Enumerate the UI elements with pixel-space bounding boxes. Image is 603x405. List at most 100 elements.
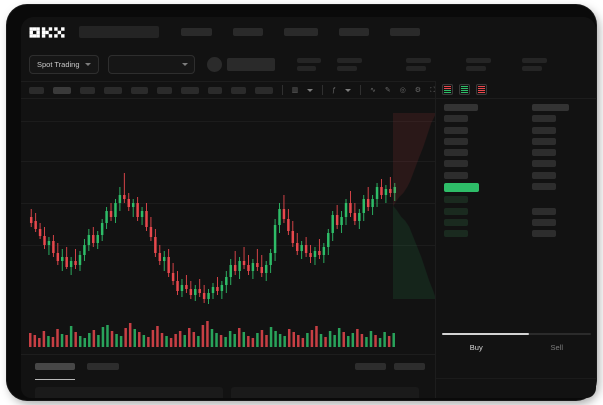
price-chart[interactable] (21, 99, 435, 304)
trade-form (436, 358, 596, 398)
both-icon[interactable] (442, 84, 453, 95)
interval-button-7[interactable] (207, 86, 223, 94)
interval-button-1[interactable] (52, 86, 72, 94)
volume-histogram (29, 321, 395, 347)
gridline (21, 245, 435, 246)
app-header (21, 17, 596, 47)
order-book-header (436, 104, 596, 113)
interval-button-9[interactable] (255, 86, 273, 94)
chart-toolbar: ▥ ƒ ∿ ✎ ◎ ⚙ ⛶ (21, 81, 435, 99)
col-header-price (444, 104, 478, 111)
pencil-icon[interactable]: ✎ (384, 86, 391, 94)
ask-price (444, 160, 468, 168)
price-field[interactable] (436, 379, 596, 398)
tab-sell[interactable]: Sell (550, 343, 563, 352)
bottom-action-1[interactable] (394, 363, 425, 370)
bid-price (444, 207, 468, 215)
toolbar-divider (322, 85, 324, 95)
okx-logo[interactable] (29, 26, 69, 39)
stat-group-3 (465, 57, 491, 71)
ask-amount (532, 160, 556, 168)
chevron-down-icon[interactable] (307, 88, 314, 92)
bid-price (444, 196, 468, 204)
ask-amount (532, 137, 556, 145)
asks-only-icon[interactable] (476, 84, 487, 95)
order-book-bid-row[interactable] (436, 207, 596, 217)
bid-price (444, 218, 468, 226)
last-price-row (436, 183, 596, 194)
bid-amount (532, 230, 556, 238)
order-book-bid-row[interactable] (436, 218, 596, 228)
interval-button-5[interactable] (157, 86, 172, 94)
stat-group-4 (521, 57, 547, 71)
order-book-rows[interactable] (436, 99, 596, 269)
app-screen: Spot Trading (21, 17, 596, 398)
bottom-card-0[interactable] (35, 387, 223, 398)
market-type-select[interactable]: Spot Trading (29, 54, 99, 74)
stat-label (405, 57, 431, 63)
sub-header: Spot Trading (21, 47, 596, 81)
stat-value (521, 65, 542, 71)
interval-button-3[interactable] (104, 86, 122, 94)
bottom-action-0[interactable] (355, 363, 386, 370)
chevron-down-icon[interactable] (345, 88, 352, 92)
magnet-icon[interactable]: ◎ (399, 86, 406, 94)
order-book-ask-row[interactable] (436, 137, 596, 147)
avatar (206, 56, 222, 72)
stat-label (296, 57, 321, 63)
order-book-panel: Buy Sell (435, 81, 596, 398)
toolbar-divider (360, 85, 361, 95)
settings-icon[interactable]: ⚙ (414, 86, 422, 94)
chevron-down-icon (84, 62, 91, 66)
bottom-panel-tabs (21, 355, 435, 370)
order-book-ask-row[interactable] (436, 115, 596, 124)
bid-amount (532, 207, 556, 215)
device-bezel: Spot Trading (7, 5, 596, 400)
active-tab-underline (35, 379, 75, 380)
nav-item-4[interactable] (390, 28, 420, 36)
search-input[interactable] (79, 26, 159, 38)
pair-name (226, 57, 275, 71)
candlestick-series (29, 173, 397, 304)
bottom-tab-0[interactable] (35, 363, 75, 370)
ask-price (444, 126, 468, 134)
order-book-ask-row[interactable] (436, 160, 596, 169)
nav-item-3[interactable] (339, 28, 369, 36)
stat-label (336, 57, 362, 63)
bottom-card-1[interactable] (231, 387, 419, 398)
last-price (444, 183, 479, 193)
nav-item-0[interactable] (181, 28, 212, 36)
toolbar-divider (281, 85, 283, 95)
order-type-field[interactable] (436, 358, 596, 379)
pair-select[interactable] (107, 54, 195, 74)
ask-price (444, 149, 468, 157)
order-book-ask-row[interactable] (436, 149, 596, 158)
chevron-down-icon (181, 62, 188, 66)
bottom-tab-1[interactable] (87, 363, 119, 370)
order-book-ask-row[interactable] (436, 171, 596, 181)
indicator-icon[interactable]: ƒ (332, 86, 337, 94)
interval-button-2[interactable] (80, 86, 96, 94)
interval-button-8[interactable] (231, 86, 247, 94)
header-nav (181, 28, 420, 36)
bid-amount (532, 218, 556, 226)
interval-button-6[interactable] (180, 86, 199, 94)
line-tool-icon[interactable]: ∿ (369, 86, 376, 94)
tab-buy[interactable]: Buy (469, 343, 483, 352)
order-book-view-modes (436, 81, 596, 99)
col-header-amount (532, 104, 569, 111)
interval-button-0[interactable] (29, 86, 44, 94)
order-book-ask-row[interactable] (436, 126, 596, 136)
stat-value (465, 65, 486, 71)
interval-button-4[interactable] (130, 86, 149, 94)
stat-label (521, 57, 547, 63)
nav-item-2[interactable] (284, 28, 318, 36)
bids-only-icon[interactable] (459, 84, 470, 95)
order-book-bid-row[interactable] (436, 230, 596, 239)
bottom-panel-cards (35, 387, 419, 398)
nav-item-1[interactable] (233, 28, 263, 36)
candlestick-icon[interactable]: ▥ (291, 86, 299, 94)
fullscreen-icon[interactable]: ⛶ (430, 86, 435, 94)
order-book-bid-row[interactable] (436, 196, 596, 205)
ask-price (444, 115, 468, 123)
